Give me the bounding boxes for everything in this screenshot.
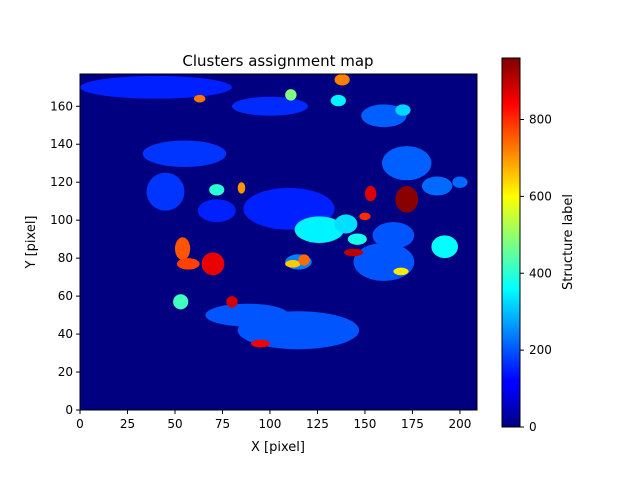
cluster-region-31	[176, 258, 200, 270]
cluster-region-20	[330, 94, 346, 107]
y-tick-label: 100	[50, 213, 73, 227]
x-tick-label: 175	[401, 417, 424, 431]
cluster-region-2	[80, 75, 232, 99]
cluster-region-22	[347, 233, 367, 245]
y-tick-label: 20	[58, 365, 73, 379]
x-tick-label: 0	[76, 417, 84, 431]
colorbar-gradient	[501, 57, 521, 428]
cluster-region-26	[334, 74, 350, 86]
cluster-region-10	[382, 146, 432, 181]
cluster-region-11	[421, 176, 453, 196]
x-tick-label: 200	[448, 417, 471, 431]
colorbar-label: Structure label	[561, 194, 576, 290]
colorbar-ticks: 0 200 400 600 800	[520, 113, 552, 434]
x-tick-label: 100	[258, 417, 281, 431]
cluster-region-23	[285, 89, 297, 101]
cluster-region-4	[146, 172, 185, 211]
cluster-region-5	[231, 96, 308, 116]
cluster-region-36	[364, 186, 377, 202]
y-tick-label: 60	[58, 289, 73, 303]
y-tick-label: 140	[50, 137, 73, 151]
x-axis-ticks: 0 25 50 75 100 125 150 175 200	[76, 410, 471, 431]
cluster-region-16	[334, 214, 358, 234]
y-axis-label: Y [pixel]	[24, 216, 39, 270]
x-axis-label: X [pixel]	[251, 440, 305, 455]
cluster-region-1	[197, 199, 236, 223]
cluster-region-28	[237, 182, 246, 194]
chart-title: Clusters assignment map	[182, 52, 373, 70]
colorbar-tick-label: 600	[529, 189, 552, 203]
cluster-region-27	[193, 94, 206, 103]
plot-frame	[79, 73, 478, 411]
colorbar: 0 200 400 600 800 Structure label	[501, 57, 576, 434]
plot-area	[79, 73, 478, 411]
cluster-regions	[80, 74, 468, 350]
cluster-region-17	[431, 235, 459, 259]
colorbar-tick-label: 400	[529, 266, 552, 280]
y-tick-label: 120	[50, 175, 73, 189]
y-tick-label: 80	[58, 251, 73, 265]
cluster-region-7	[205, 303, 289, 327]
y-tick-label: 40	[58, 327, 73, 341]
cluster-region-13	[452, 176, 468, 188]
cluster-region-33	[201, 252, 225, 276]
y-tick-label: 0	[65, 403, 73, 417]
cluster-region-15	[294, 216, 345, 243]
cluster-region-19	[209, 184, 225, 196]
x-tick-label: 25	[120, 417, 135, 431]
cluster-region-25	[285, 260, 301, 268]
cluster-region-34	[226, 296, 238, 308]
cluster-region-38	[395, 186, 419, 213]
y-axis-ticks: 0 20 40 60 80 100 120 140 160	[50, 99, 80, 417]
y-tick-label: 160	[50, 99, 73, 113]
x-tick-label: 125	[306, 417, 329, 431]
cluster-region-21	[395, 104, 411, 116]
cluster-region-30	[174, 237, 191, 261]
cluster-region-24	[393, 267, 409, 276]
cluster-region-37	[344, 248, 364, 257]
x-tick-label: 75	[215, 417, 230, 431]
cluster-region-3	[142, 140, 227, 168]
cluster-region-9	[372, 222, 415, 249]
x-tick-label: 50	[167, 417, 182, 431]
x-tick-label: 150	[353, 417, 376, 431]
colorbar-tick-label: 0	[529, 420, 537, 434]
cluster-region-8	[353, 242, 415, 281]
cluster-region-35	[250, 339, 270, 348]
colorbar-tick-label: 800	[529, 113, 552, 127]
colorbar-tick-label: 200	[529, 343, 552, 357]
cluster-region-18	[173, 294, 189, 310]
heatmap-background	[80, 74, 477, 410]
cluster-region-29	[298, 254, 310, 266]
cluster-region-32	[359, 212, 371, 221]
